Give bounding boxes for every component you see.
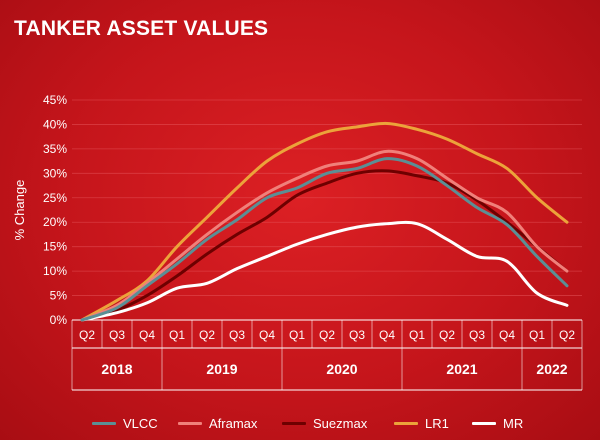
year-label: 2022 [536, 361, 567, 377]
chart-legend: VLCC Aframax Suezmax LR1 MR [92, 414, 592, 434]
y-axis-label: % Change [12, 180, 27, 241]
legend-label: VLCC [123, 415, 158, 431]
x-tick-label: Q4 [139, 328, 155, 342]
legend-item-suezmax: Suezmax [282, 414, 367, 432]
y-tick-label: 10% [43, 264, 67, 278]
legend-swatch [472, 421, 496, 425]
chart-title: TANKER ASSET VALUES [14, 17, 269, 40]
year-label: 2021 [446, 361, 477, 377]
x-tick-label: Q2 [79, 328, 95, 342]
legend-swatch [394, 421, 418, 425]
x-tick-label: Q1 [169, 328, 185, 342]
x-tick-label: Q2 [199, 328, 215, 342]
legend-label: Aframax [209, 415, 258, 431]
x-tick-label: Q3 [109, 328, 125, 342]
x-tick-label: Q4 [499, 328, 515, 342]
x-tick-label: Q3 [349, 328, 365, 342]
y-tick-label: 5% [50, 289, 68, 303]
y-tick-label: 0% [50, 313, 68, 327]
legend-swatch [92, 421, 116, 425]
series-line-vlcc [80, 157, 569, 322]
legend-label: Suezmax [313, 415, 368, 431]
legend-label: MR [503, 415, 524, 431]
y-tick-label: 45% [43, 93, 67, 107]
legend-swatch [178, 421, 202, 425]
y-tick-label: 30% [43, 166, 67, 180]
y-tick-label: 15% [43, 240, 67, 254]
x-tick-label: Q1 [529, 328, 545, 342]
x-tick-label: Q2 [319, 328, 335, 342]
legend-item-aframax: Aframax [178, 414, 257, 432]
x-tick-label: Q3 [229, 328, 245, 342]
x-tick-label: Q4 [379, 328, 395, 342]
legend-item-vlcc: VLCC [92, 414, 158, 432]
y-tick-label: 40% [43, 117, 67, 131]
x-tick-label: Q4 [259, 328, 275, 342]
legend-item-mr: MR [472, 414, 523, 432]
x-tick-label: Q2 [439, 328, 455, 342]
series-line-suezmax [80, 169, 569, 322]
x-tick-label: Q1 [409, 328, 425, 342]
legend-item-lr1: LR1 [394, 414, 449, 432]
year-label: 2018 [101, 361, 132, 377]
y-tick-label: 20% [43, 215, 67, 229]
y-tick-label: 35% [43, 142, 67, 156]
y-tick-label: 25% [43, 191, 67, 205]
series-line-lr1 [80, 121, 569, 322]
x-tick-label: Q1 [289, 328, 305, 342]
x-tick-label: Q3 [469, 328, 485, 342]
legend-swatch [282, 421, 306, 425]
series-line-aframax [80, 149, 569, 322]
legend-label: LR1 [425, 415, 449, 431]
series-line-mr [80, 220, 569, 322]
x-tick-label: Q2 [559, 328, 575, 342]
year-label: 2019 [206, 361, 237, 377]
year-label: 2020 [326, 361, 357, 377]
